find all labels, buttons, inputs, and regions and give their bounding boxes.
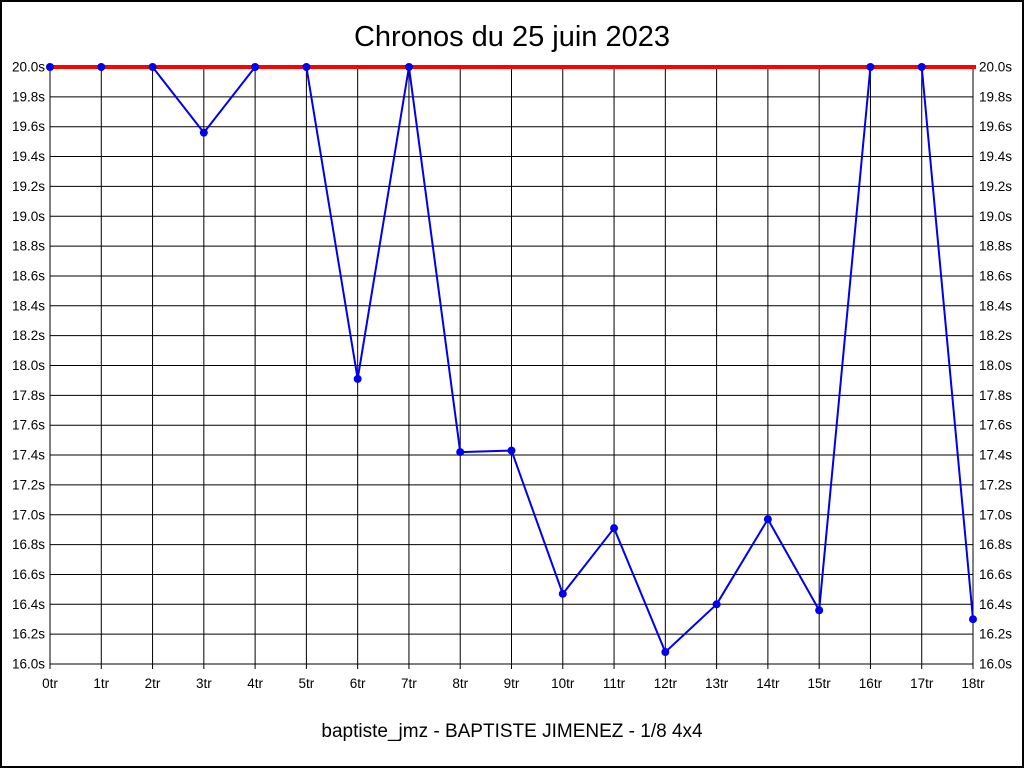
- y-tick-label-right: 17.6s: [979, 418, 1012, 433]
- y-tick-label-left: 18.8s: [12, 239, 45, 254]
- x-tick-label: 8tr: [452, 676, 468, 691]
- data-point: [815, 606, 824, 615]
- gridlines: [49, 66, 974, 669]
- y-tick-label-right: 16.0s: [979, 657, 1012, 672]
- data-point: [558, 589, 567, 598]
- y-tick-label-left: 16.8s: [12, 537, 45, 552]
- y-tick-label-right: 16.4s: [979, 597, 1012, 612]
- y-tick-label-left: 19.8s: [12, 89, 45, 104]
- x-tick-label: 14tr: [756, 676, 780, 691]
- y-tick-label-right: 17.8s: [979, 388, 1012, 403]
- y-tick-label-right: 17.0s: [979, 507, 1012, 522]
- y-tick-label-left: 16.6s: [12, 567, 45, 582]
- y-tick-label-left: 17.8s: [12, 388, 45, 403]
- y-tick-label-right: 18.0s: [979, 358, 1012, 373]
- data-point: [763, 515, 772, 524]
- y-tick-label-right: 18.6s: [979, 268, 1012, 283]
- y-tick-label-left: 16.2s: [12, 627, 45, 642]
- chart-title: Chronos du 25 juin 2023: [354, 21, 670, 53]
- data-point: [251, 63, 260, 71]
- y-tick-label-right: 16.2s: [979, 627, 1012, 642]
- y-tick-label-right: 19.6s: [979, 119, 1012, 134]
- x-tick-label: 0tr: [42, 676, 58, 691]
- x-tick-label: 3tr: [196, 676, 212, 691]
- y-tick-label-right: 18.8s: [979, 239, 1012, 254]
- y-tick-label-right: 17.4s: [979, 448, 1012, 463]
- y-axis-labels-left: 20.0s 19.8s 19.6s 19.4s 19.2s 19.0s 18.8s 18.6s…: [12, 60, 45, 672]
- y-tick-label-right: 19.8s: [979, 89, 1012, 104]
- x-tick-label: 7tr: [401, 676, 417, 691]
- y-tick-label-left: 17.6s: [12, 418, 45, 433]
- y-tick-label-left: 19.4s: [12, 149, 45, 164]
- data-point: [46, 63, 54, 71]
- y-tick-label-right: 16.6s: [979, 567, 1012, 582]
- y-tick-label-right: 19.2s: [979, 179, 1012, 194]
- x-tick-label: 18tr: [961, 676, 985, 691]
- y-tick-label-left: 19.6s: [12, 119, 45, 134]
- y-tick-label-left: 19.0s: [12, 209, 45, 224]
- x-tick-label: 6tr: [350, 676, 366, 691]
- x-tick-label: 11tr: [603, 676, 626, 691]
- y-tick-label-left: 16.0s: [12, 657, 45, 672]
- x-tick-label: 16tr: [859, 676, 883, 691]
- y-tick-label-left: 17.2s: [12, 477, 45, 492]
- data-point: [404, 63, 413, 71]
- x-tick-label: 1tr: [93, 676, 109, 691]
- data-point: [97, 63, 106, 71]
- data-point: [917, 63, 926, 71]
- x-tick-label: 4tr: [247, 676, 263, 691]
- x-tick-label: 9tr: [504, 676, 520, 691]
- y-tick-label-right: 19.0s: [979, 209, 1012, 224]
- y-tick-label-left: 18.4s: [12, 298, 45, 313]
- y-tick-label-left: 19.2s: [12, 179, 45, 194]
- x-tick-label: 12tr: [654, 676, 678, 691]
- data-point: [353, 374, 362, 383]
- x-tick-label: 13tr: [705, 676, 729, 691]
- y-tick-label-right: 16.8s: [979, 537, 1012, 552]
- data-point: [661, 648, 670, 657]
- x-tick-label: 2tr: [145, 676, 161, 691]
- y-tick-label-right: 17.2s: [979, 477, 1012, 492]
- x-tick-label: 5tr: [299, 676, 315, 691]
- chart-footer: baptiste_jmz - BAPTISTE JIMENEZ - 1/8 4x…: [321, 721, 703, 742]
- y-tick-label-right: 18.4s: [979, 298, 1012, 313]
- data-point: [507, 446, 516, 455]
- data-point: [199, 128, 208, 137]
- y-tick-label-left: 16.4s: [12, 597, 45, 612]
- y-tick-label-right: 19.4s: [979, 149, 1012, 164]
- x-axis-labels: 0tr 1tr 2tr 3tr 4tr 5tr 6tr 7tr 8tr 9tr 10tr 11tr 12…: [42, 676, 985, 691]
- data-point: [866, 63, 875, 71]
- y-tick-label-right: 18.2s: [979, 328, 1012, 343]
- data-point: [610, 524, 619, 533]
- y-tick-label-left: 20.0s: [12, 60, 45, 75]
- y-tick-label-left: 18.6s: [12, 268, 45, 283]
- data-point: [712, 600, 721, 609]
- y-tick-label-left: 18.2s: [12, 328, 45, 343]
- data-point: [456, 448, 465, 457]
- x-tick-label: 10tr: [551, 676, 575, 691]
- data-point: [302, 63, 311, 71]
- x-tick-label: 15tr: [808, 676, 832, 691]
- y-tick-label-left: 17.0s: [12, 507, 45, 522]
- data-series-markers: [46, 63, 977, 657]
- y-axis-labels-right: 20.0s 19.8s 19.6s 19.4s 19.2s 19.0s 18.8s 18.6s…: [979, 60, 1012, 672]
- x-tick-label: 17tr: [910, 676, 934, 691]
- y-tick-label-left: 18.0s: [12, 358, 45, 373]
- y-tick-label-left: 17.4s: [12, 448, 45, 463]
- data-point: [969, 615, 977, 624]
- data-point: [148, 63, 157, 71]
- y-tick-label-right: 20.0s: [979, 60, 1012, 75]
